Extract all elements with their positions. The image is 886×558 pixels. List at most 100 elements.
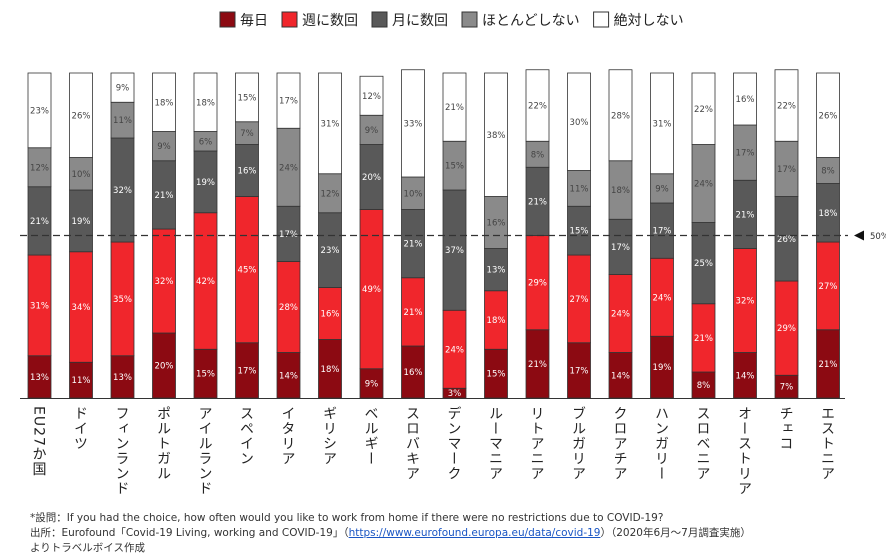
bar-segment [608,69,633,162]
category-label: スペイン [238,406,254,466]
bar-segment [318,72,342,175]
data-label: 19% [653,363,672,373]
data-label: 22% [777,102,796,112]
bar-segment [816,72,840,158]
footnote-question-text: *設問：If you had the choice, how often wou… [30,512,664,524]
data-label: 18% [819,209,838,219]
data-label: 21% [528,360,547,370]
data-label: 10% [72,170,91,180]
data-label: 21% [404,240,423,250]
reference-line-label: 50% [870,232,886,242]
data-label: 12% [30,163,49,173]
data-label: 18% [487,316,506,326]
legend-label: 毎日 [240,13,268,29]
data-label: 16% [487,219,506,229]
bar-segment [401,69,425,178]
data-label: 29% [777,324,796,334]
category-label: アイルランド [197,406,213,496]
data-label: 12% [362,92,381,102]
data-label: 3% [448,389,462,399]
data-label: 9% [157,142,171,152]
reference-arrow-icon [854,230,864,241]
bar-segment [27,72,52,149]
category-label: エストニア [819,406,835,481]
data-label: 25% [694,259,713,269]
data-label: 15% [487,370,506,380]
data-label: 13% [113,373,132,383]
data-label: 18% [196,98,215,108]
data-label: 31% [30,301,49,311]
data-label: 7% [780,383,794,393]
data-label: 26% [72,111,91,121]
data-label: 11% [570,184,589,194]
legend-swatch [219,11,236,28]
data-label: 18% [155,98,174,108]
data-label: 16% [321,310,340,320]
bar-segment [691,72,716,145]
data-label: 42% [196,277,215,287]
data-label: 24% [279,163,298,173]
data-label: 35% [113,295,132,305]
legend-label: 月に数回 [392,13,448,29]
bar-segment [733,72,757,126]
bar-segment [774,69,799,142]
data-label: 17% [279,230,298,240]
data-label: 21% [736,210,755,220]
category-label: リトアニア [529,406,545,481]
data-label: 8% [821,167,835,177]
data-label: 13% [487,266,506,276]
data-label: 30% [570,118,589,128]
source-link[interactable]: https://www.eurofound.europa.eu/data/cov… [348,527,601,539]
legend-label: 週に数回 [302,13,358,29]
footnote-source-prefix: 出所：Eurofound「Covid-19 Living, working an… [30,527,349,539]
data-label: 34% [72,303,91,313]
data-label: 14% [611,371,630,381]
data-label: 6% [199,137,213,147]
data-label: 27% [819,282,838,292]
data-label: 20% [155,362,174,372]
bar-segment [484,72,508,197]
data-label: 17% [736,149,755,159]
data-label: 32% [736,297,755,307]
category-label: ドイツ [72,406,88,451]
data-label: 33% [404,119,423,129]
data-label: 22% [528,102,547,112]
data-label: 21% [155,191,174,201]
bar-segment [152,72,176,132]
data-label: 21% [445,103,464,113]
data-label: 17% [238,366,257,376]
data-label: 24% [611,310,630,320]
data-label: 24% [445,345,464,355]
category-label: EU27か国 [31,406,47,477]
data-label: 19% [196,178,215,188]
bar-segment [359,75,384,116]
category-label: ブルガリア [570,406,586,481]
legend-swatch [371,11,388,28]
data-label: 14% [279,371,298,381]
category-label: イタリア [280,406,296,466]
data-label: 27% [570,295,589,305]
footnote-source: 出所：Eurofound「Covid-19 Living, working an… [30,525,751,540]
data-label: 16% [736,95,755,105]
legend-swatch [461,11,478,28]
data-label: 8% [531,150,545,160]
data-label: 24% [694,180,713,190]
footnote-credit: よりトラベルボイス作成 [30,540,145,555]
data-label: 19% [72,217,91,227]
data-label: 16% [404,368,423,378]
stacked-bar-chart: 13% 31% 21% 12% 23% 11% 34% 19% 10% 26% 13% 35% 32% 1… [20,11,886,496]
data-label: 8% [697,381,711,391]
bar-segment [442,72,467,142]
category-label: フィンランド [114,406,130,496]
legend-swatch [593,11,610,28]
data-label: 28% [611,111,630,121]
data-label: 23% [321,246,340,256]
category-label: チェコ [778,406,794,451]
data-label: 22% [694,105,713,115]
data-label: 31% [653,119,672,129]
data-label: 12% [321,189,340,199]
legend-swatch [281,11,298,28]
bar-segment [650,72,674,175]
bar-segment [525,69,550,142]
data-label: 18% [321,365,340,375]
